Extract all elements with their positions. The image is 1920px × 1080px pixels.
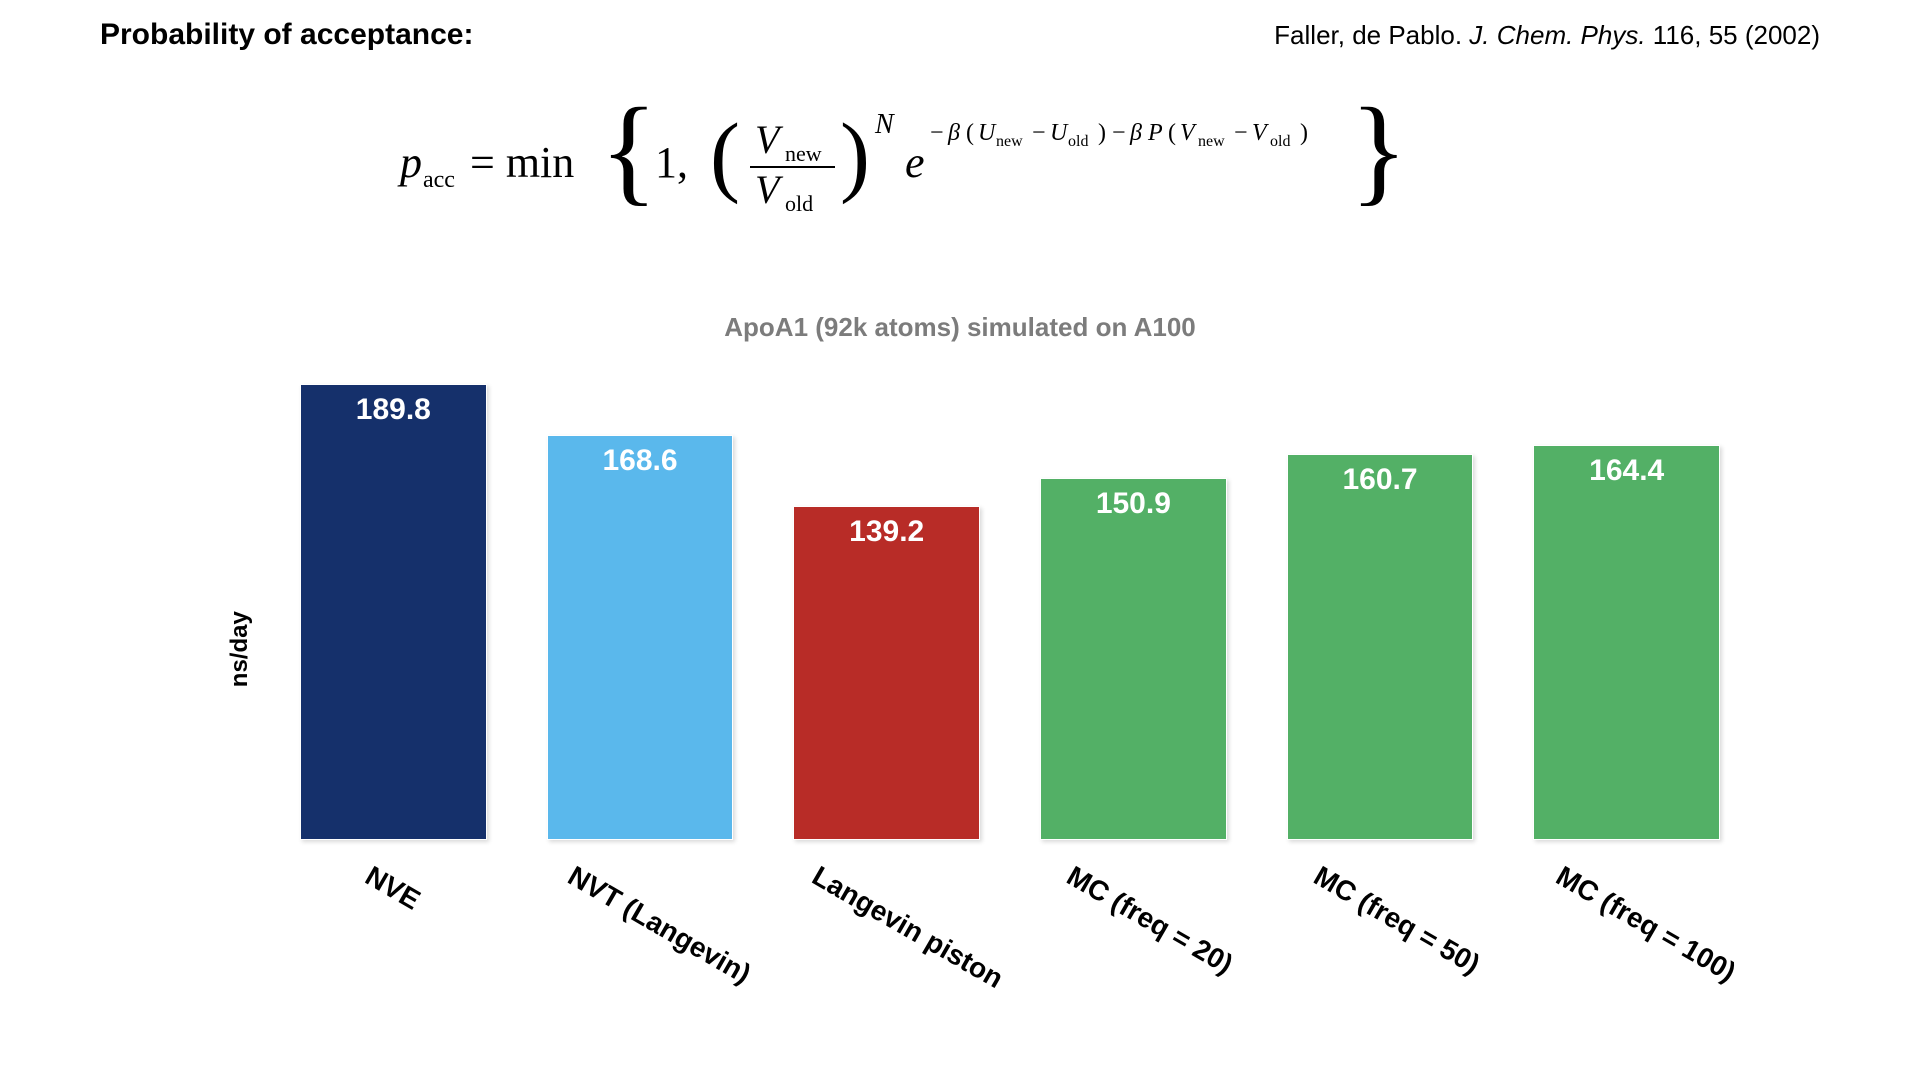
bar-chart: ns/day 189.8NVE168.6NVT (Langevin)139.2L… <box>260 360 1720 1000</box>
bar: 160.7 <box>1287 454 1474 840</box>
formula-Vold-sub: old <box>785 191 813 216</box>
formula-exp-V2: V <box>1252 120 1269 146</box>
formula-lbrace: { <box>600 85 658 216</box>
formula-rparen-big: ) <box>840 106 870 205</box>
formula-expN: N <box>874 109 895 140</box>
citation: Faller, de Pablo. J. Chem. Phys. 116, 55… <box>1274 20 1820 51</box>
formula-exp-old2: old <box>1270 133 1290 150</box>
citation-authors: Faller, de Pablo. <box>1274 20 1469 50</box>
bar-col: 164.4MC (freq = 100) <box>1533 445 1720 840</box>
y-axis-label: ns/day <box>226 611 254 687</box>
bar: 150.9 <box>1040 478 1227 840</box>
bar-col: 189.8NVE <box>300 384 487 840</box>
header-row: Probability of acceptance: Faller, de Pa… <box>100 18 1820 52</box>
formula-exp-rp1: ) <box>1098 120 1106 146</box>
formula-rbrace: } <box>1350 85 1408 216</box>
formula-exp-lp1: ( <box>966 120 974 146</box>
formula: p acc = min { 1, ( V new V old ) N e − β <box>0 85 1920 245</box>
formula-exp-old1: old <box>1068 133 1088 150</box>
x-axis-label: Langevin piston <box>806 860 1008 995</box>
bar: 168.6 <box>547 435 734 840</box>
formula-exp-new1: new <box>996 133 1023 150</box>
bar-value-label: 164.4 <box>1534 454 1719 488</box>
formula-Vnew-sub: new <box>785 141 822 166</box>
x-axis-label: MC (freq = 20) <box>1062 860 1239 981</box>
formula-exp-rp2: ) <box>1300 120 1308 146</box>
formula-Vnew-V: V <box>755 117 784 162</box>
formula-exp-P: P <box>1147 120 1163 146</box>
formula-exp-new2: new <box>1198 133 1225 150</box>
formula-exp-beta1: β <box>947 120 960 146</box>
bar-value-label: 189.8 <box>301 393 486 427</box>
x-axis-label: NVT (Langevin) <box>562 860 756 990</box>
section-title: Probability of acceptance: <box>100 18 473 52</box>
x-axis-label: MC (freq = 50) <box>1308 860 1485 981</box>
formula-e: e <box>905 138 925 187</box>
formula-exp-U2: U <box>1050 120 1069 146</box>
bar-col: 168.6NVT (Langevin) <box>547 435 734 840</box>
formula-exp-beta2: β <box>1129 120 1142 146</box>
bar-value-label: 168.6 <box>548 444 733 478</box>
formula-exp-minus1: − <box>930 120 944 146</box>
formula-one: 1, <box>655 138 688 187</box>
x-axis-label: MC (freq = 100) <box>1550 860 1741 988</box>
bar-col: 150.9MC (freq = 20) <box>1040 478 1227 840</box>
bar: 164.4 <box>1533 445 1720 840</box>
formula-exp-minus2: − <box>1032 120 1046 146</box>
formula-p: p <box>397 138 422 187</box>
citation-journal: J. Chem. Phys. <box>1469 20 1645 50</box>
x-axis-label: NVE <box>360 860 426 917</box>
formula-exp-lp2: ( <box>1168 120 1176 146</box>
formula-eqmin: = min <box>470 138 574 187</box>
formula-exp-U1: U <box>978 120 997 146</box>
bars-container: 189.8NVE 168.6NVT (Langevin) 139.2Langevin… <box>300 360 1720 840</box>
chart-title: ApoA1 (92k atoms) simulated on A100 <box>0 312 1920 343</box>
bar-value-label: 160.7 <box>1288 463 1473 497</box>
formula-exp-minus3: − <box>1112 120 1126 146</box>
bar-col: 139.2Langevin piston <box>793 506 980 840</box>
formula-Vold-V: V <box>755 167 784 212</box>
bar-col: 160.7MC (freq = 50) <box>1287 454 1474 840</box>
bar-value-label: 150.9 <box>1041 487 1226 521</box>
bar: 189.8 <box>300 384 487 840</box>
formula-acc: acc <box>423 167 455 193</box>
formula-exp-V1: V <box>1180 120 1197 146</box>
bar-value-label: 139.2 <box>794 515 979 549</box>
bar: 139.2 <box>793 506 980 840</box>
formula-exp-minus4: − <box>1234 120 1248 146</box>
formula-lparen-big: ( <box>710 106 740 205</box>
formula-svg: p acc = min { 1, ( V new V old ) N e − β <box>360 85 1560 245</box>
citation-ref: 116, 55 (2002) <box>1646 20 1820 50</box>
